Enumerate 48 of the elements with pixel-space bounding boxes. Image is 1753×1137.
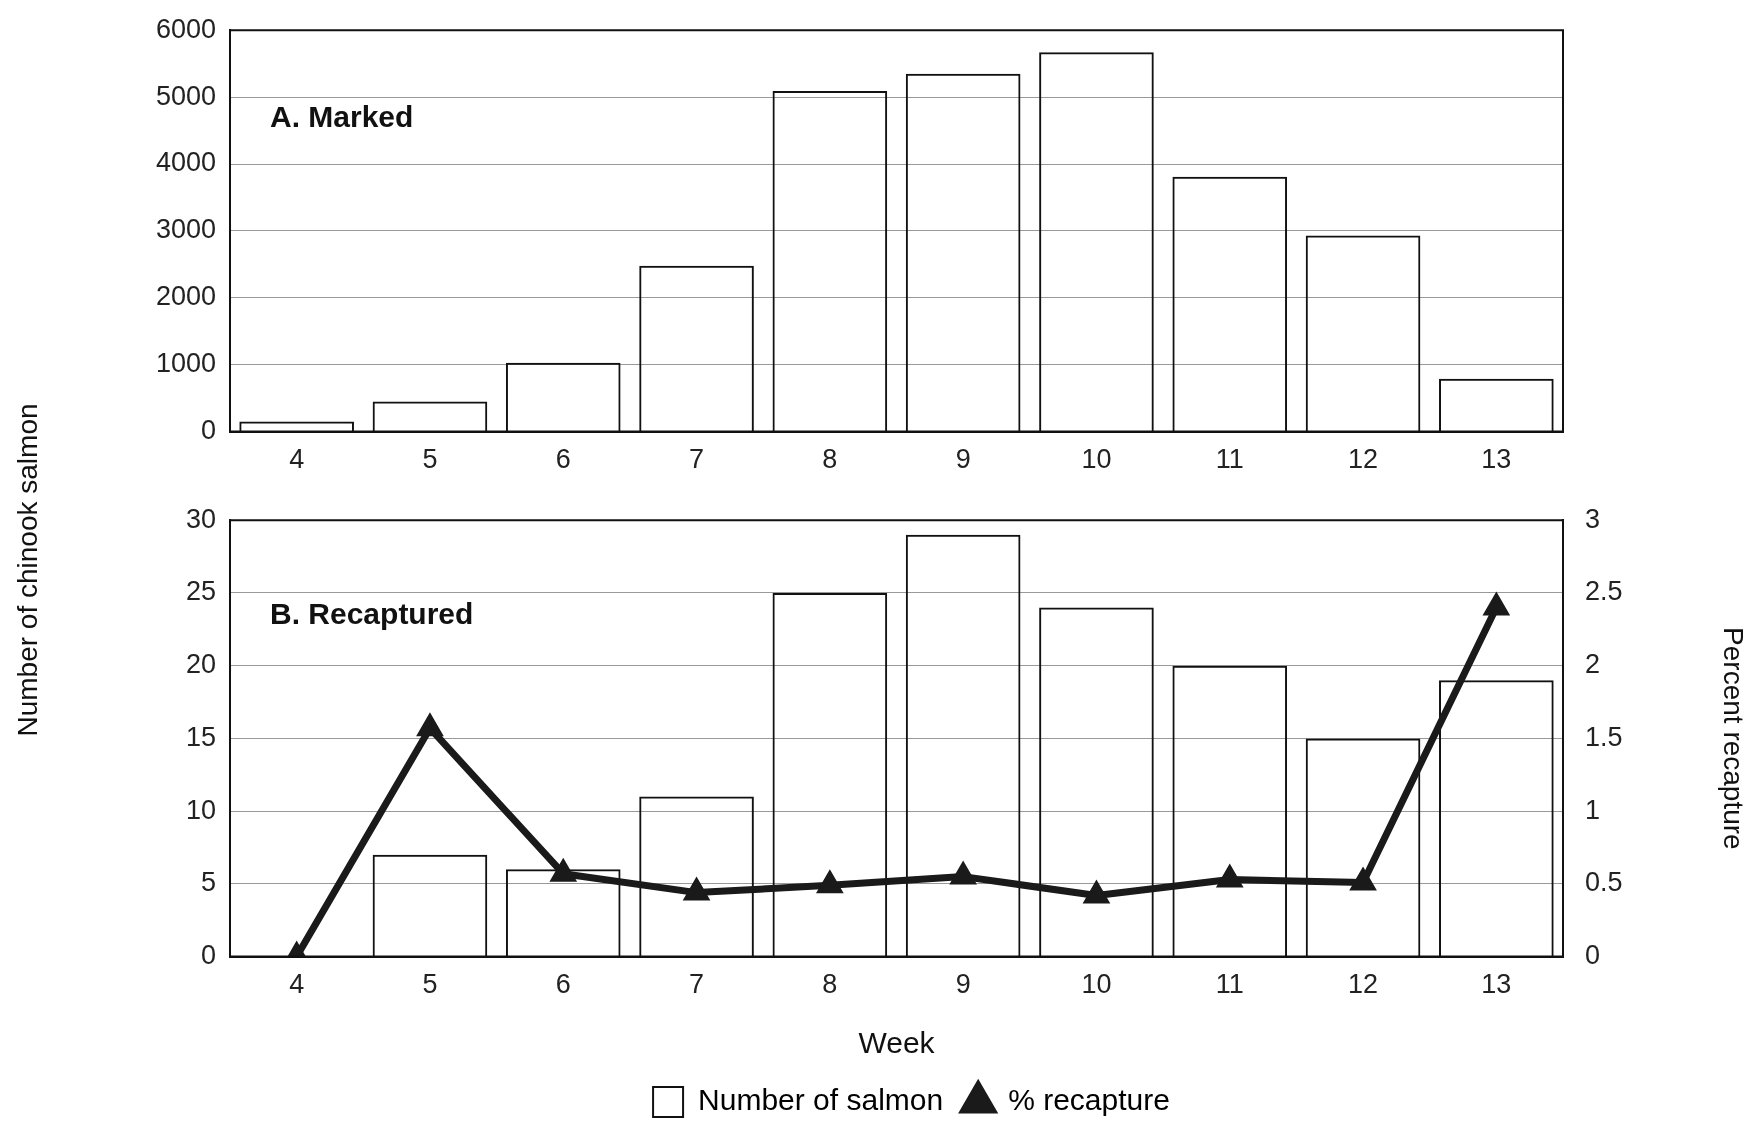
text: B. Recaptured: [270, 597, 474, 631]
y2-tick-label: 2.5: [1585, 576, 1623, 607]
legend-label: Number of salmon: [698, 1083, 944, 1117]
y-tick-label: 3000: [155, 214, 216, 245]
x-tick-label: 8: [822, 444, 838, 475]
y-tick-label: 0: [200, 940, 216, 971]
text: A. Marked: [270, 99, 414, 133]
y2-tick-label: 1.5: [1585, 721, 1623, 752]
y-tick-label: 10: [185, 794, 216, 825]
y-tick-label: 30: [185, 503, 216, 534]
x-tick-label: 6: [555, 444, 571, 475]
y2-tick-label: 2: [1585, 649, 1601, 680]
x-tick-label: 4: [289, 969, 305, 1000]
y-tick-label: 20: [185, 649, 216, 680]
y-tick-label: 1000: [155, 348, 216, 379]
y-tick-label: 0: [200, 415, 216, 446]
y2-tick-label: 0: [1585, 940, 1601, 971]
x-tick-label: 12: [1348, 969, 1379, 1000]
y-tick-label: 4000: [155, 147, 216, 178]
y-axis-title: Number of chinook salmon: [12, 403, 44, 737]
y-tick-label: 6000: [155, 13, 216, 44]
x-tick-label: 11: [1215, 444, 1244, 475]
x-tick-label: 10: [1081, 444, 1112, 475]
y2-axis-title: Percent recapture: [1718, 627, 1750, 850]
y2-tick-label: 3: [1585, 503, 1601, 534]
x-tick-label: 9: [955, 969, 971, 1000]
x-tick-label: 8: [822, 969, 838, 1000]
x-tick-label: 7: [689, 444, 705, 475]
y-tick-label: 5000: [155, 80, 216, 111]
x-tick-label: 5: [422, 969, 438, 1000]
x-tick-label: 7: [689, 969, 705, 1000]
x-tick-label: 9: [955, 444, 971, 475]
x-tick-label: 6: [555, 969, 571, 1000]
y-tick-label: 5: [200, 867, 216, 898]
x-tick-label: 10: [1081, 969, 1112, 1000]
x-tick-label: 12: [1348, 444, 1379, 475]
y2-tick-label: 1: [1585, 794, 1601, 825]
x-tick-label: 13: [1481, 969, 1512, 1000]
x-tick-label: 13: [1481, 444, 1512, 475]
x-tick-label: 11: [1215, 969, 1244, 1000]
y-tick-label: 15: [185, 721, 216, 752]
legend-label: % recapture: [1008, 1083, 1170, 1117]
x-tick-label: 4: [289, 444, 305, 475]
y-tick-label: 25: [185, 576, 216, 607]
x-tick-label: 5: [422, 444, 438, 475]
y2-tick-label: 0.5: [1585, 867, 1623, 898]
y-tick-label: 2000: [155, 281, 216, 312]
x-axis-title: Week: [858, 1026, 936, 1060]
